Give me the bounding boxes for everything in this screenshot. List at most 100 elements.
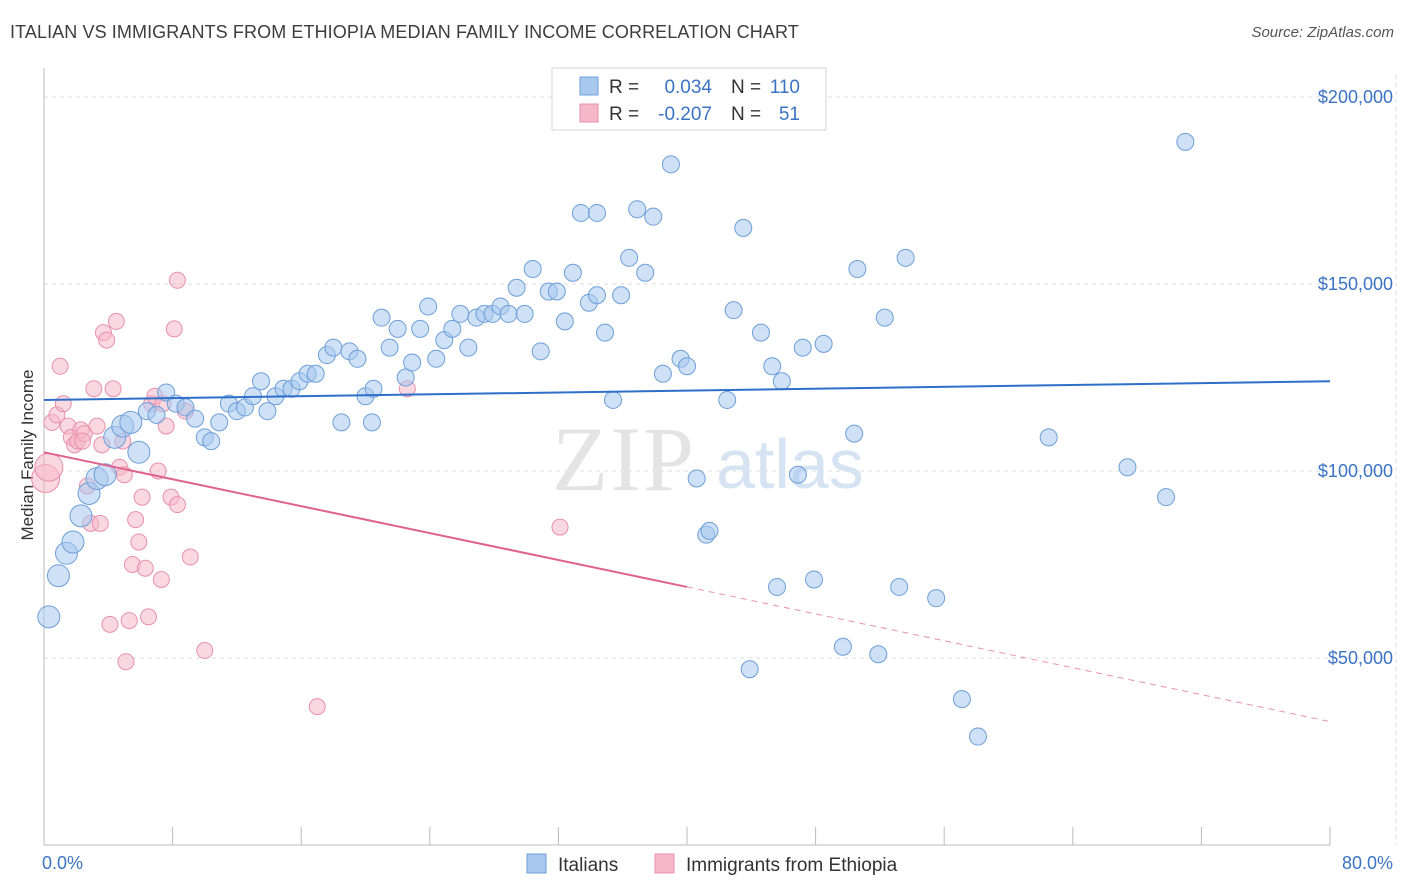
legend-r-label-italians: R =: [609, 77, 639, 98]
y-axis-label: Median Family Income: [18, 369, 37, 540]
italians-point: [678, 357, 696, 376]
ethiopia-point: [551, 518, 569, 536]
ethiopia-point: [51, 357, 69, 375]
italians-point: [620, 248, 639, 267]
italians-point: [1118, 458, 1137, 477]
italians-point: [411, 319, 430, 338]
italians-point: [258, 402, 277, 421]
italians-point: [848, 260, 867, 279]
italians-point: [37, 605, 61, 629]
italians-point: [1176, 132, 1195, 151]
x-tick-label: 0.0%: [42, 853, 83, 873]
legend-n-value-italians: 110: [770, 77, 800, 98]
italians-point: [952, 690, 971, 709]
ethiopia-point: [133, 488, 151, 506]
italians-point: [46, 564, 70, 588]
italians-point: [587, 203, 606, 222]
italians-point: [1157, 488, 1176, 507]
series-italians-points: [37, 132, 1195, 746]
italians-point: [587, 286, 606, 305]
bottom-legend-swatch-italians: [526, 853, 547, 874]
italians-point: [69, 504, 93, 528]
italians-point: [596, 323, 615, 342]
italians-point: [740, 660, 759, 679]
italians-point: [563, 263, 582, 282]
italians-point: [772, 372, 791, 391]
ethiopia-point: [104, 380, 122, 398]
legend-swatch-ethiopia: [579, 103, 599, 123]
italians-point: [348, 349, 367, 368]
italians-point: [459, 338, 478, 357]
ethiopia-point: [54, 395, 72, 413]
italians-point: [210, 413, 229, 432]
ethiopia-point: [74, 432, 92, 450]
italians-point: [372, 308, 391, 327]
italians-point: [93, 463, 117, 487]
italians-point: [571, 203, 590, 222]
italians-point: [890, 577, 909, 596]
italians-point: [507, 278, 526, 297]
italians-point: [604, 390, 623, 409]
bottom-legend-label-ethiopia: Immigrants from Ethiopia: [686, 855, 898, 876]
legend-top: R = 0.034 N = 110 R = -0.207 N = 51: [551, 67, 827, 131]
legend-swatch-italians: [579, 76, 599, 96]
legend-n-value-ethiopia: 51: [779, 104, 800, 125]
x-tick-label: 80.0%: [1342, 853, 1393, 873]
italians-point: [896, 248, 915, 267]
italians-point: [612, 286, 631, 305]
trend-lines: [43, 380, 1331, 723]
legend-n-label-italians: N =: [731, 77, 761, 98]
italians-point: [661, 155, 680, 174]
italians-point: [814, 334, 833, 353]
italians-point: [653, 364, 672, 383]
legend-n-label-ethiopia: N =: [731, 104, 761, 125]
y-tick-label: $150,000: [1318, 274, 1393, 294]
italians-point: [202, 432, 221, 451]
italians-point: [845, 424, 864, 443]
italians-point: [547, 282, 566, 301]
italians-point: [763, 357, 782, 376]
legend-bottom: Italians Immigrants from Ethiopia: [526, 853, 898, 876]
italians-point: [804, 570, 823, 589]
legend-r-value-ethiopia: -0.207: [658, 104, 712, 125]
italians-point: [751, 323, 770, 342]
legend-r-value-italians: 0.034: [664, 77, 712, 98]
italians-point: [61, 530, 85, 554]
y-tick-labels: $50,000 $100,000 $150,000 $200,000: [1318, 87, 1393, 668]
bottom-legend-label-italians: Italians: [558, 855, 618, 876]
italians-point: [788, 465, 807, 484]
italians-point: [644, 207, 663, 226]
trend-line-italians: [43, 380, 1331, 401]
italians-point: [968, 727, 987, 746]
italians-point: [332, 413, 351, 432]
watermark-atlas: atlas: [716, 425, 864, 503]
x-tick-labels: 0.0% 80.0%: [42, 853, 1393, 873]
italians-point: [443, 319, 462, 338]
y-tick-label: $100,000: [1318, 461, 1393, 481]
bottom-legend-swatch-ethiopia: [654, 853, 675, 874]
ethiopia-point: [157, 417, 175, 435]
italians-point: [734, 218, 753, 237]
italians-point: [451, 304, 470, 323]
italians-point: [396, 368, 415, 387]
italians-point: [186, 409, 205, 428]
series-ethiopia-points: [31, 271, 569, 716]
ethiopia-point: [168, 496, 186, 514]
ethiopia-point: [85, 380, 103, 398]
italians-point: [875, 308, 894, 327]
italians-point: [555, 312, 574, 331]
italians-point: [833, 637, 852, 656]
italians-point: [927, 589, 946, 608]
ethiopia-point: [196, 642, 214, 660]
ethiopia-point: [130, 533, 148, 551]
italians-point: [403, 353, 422, 372]
italians-point: [364, 379, 383, 398]
ethiopia-point: [136, 559, 154, 577]
ethiopia-point: [139, 608, 157, 626]
y-tick-label: $50,000: [1328, 648, 1393, 668]
italians-point: [718, 390, 737, 409]
italians-point: [499, 304, 518, 323]
ethiopia-point: [152, 570, 170, 588]
italians-point: [515, 304, 534, 323]
